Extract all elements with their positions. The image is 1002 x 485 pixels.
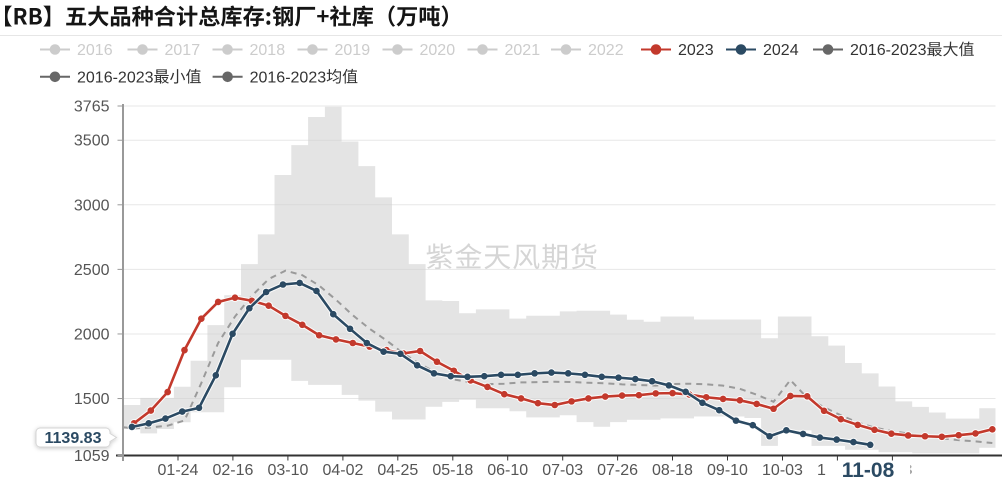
svg-text:2024: 2024 (763, 42, 799, 59)
svg-text:2500: 2500 (74, 262, 110, 279)
svg-text:05-18: 05-18 (432, 462, 473, 479)
svg-text:04-02: 04-02 (322, 462, 363, 479)
svg-text:07-03: 07-03 (542, 462, 583, 479)
svg-text:1059: 1059 (74, 448, 110, 465)
svg-text:1500: 1500 (74, 391, 110, 408)
svg-text:3000: 3000 (74, 197, 110, 214)
svg-text:09-10: 09-10 (707, 462, 748, 479)
svg-text:3765: 3765 (74, 99, 110, 116)
svg-text:2023: 2023 (678, 42, 714, 59)
svg-text:2016-2023: 2016-2023 (250, 69, 327, 86)
svg-text:2020: 2020 (420, 42, 456, 59)
svg-text:04-25: 04-25 (377, 462, 418, 479)
svg-text:2021: 2021 (505, 42, 541, 59)
svg-text:2019: 2019 (335, 42, 371, 59)
svg-text:1139.83: 1139.83 (45, 430, 102, 447)
svg-text:2016-2023: 2016-2023 (850, 42, 927, 59)
svg-text:2022: 2022 (588, 42, 624, 59)
svg-text:3500: 3500 (74, 133, 110, 150)
svg-text:2016-2023: 2016-2023 (77, 69, 154, 86)
svg-text:02-16: 02-16 (212, 462, 253, 479)
svg-text:11-08: 11-08 (842, 459, 895, 482)
svg-text:03-10: 03-10 (267, 462, 308, 479)
svg-text:2016: 2016 (77, 42, 113, 59)
svg-text:2018: 2018 (250, 42, 286, 59)
svg-text:2017: 2017 (165, 42, 201, 59)
svg-text:06-10: 06-10 (487, 462, 528, 479)
svg-text:2000: 2000 (74, 326, 110, 343)
svg-text:10-03: 10-03 (762, 462, 803, 479)
svg-text:01-24: 01-24 (158, 462, 199, 479)
svg-text:07-26: 07-26 (597, 462, 638, 479)
svg-text:08-18: 08-18 (652, 462, 693, 479)
